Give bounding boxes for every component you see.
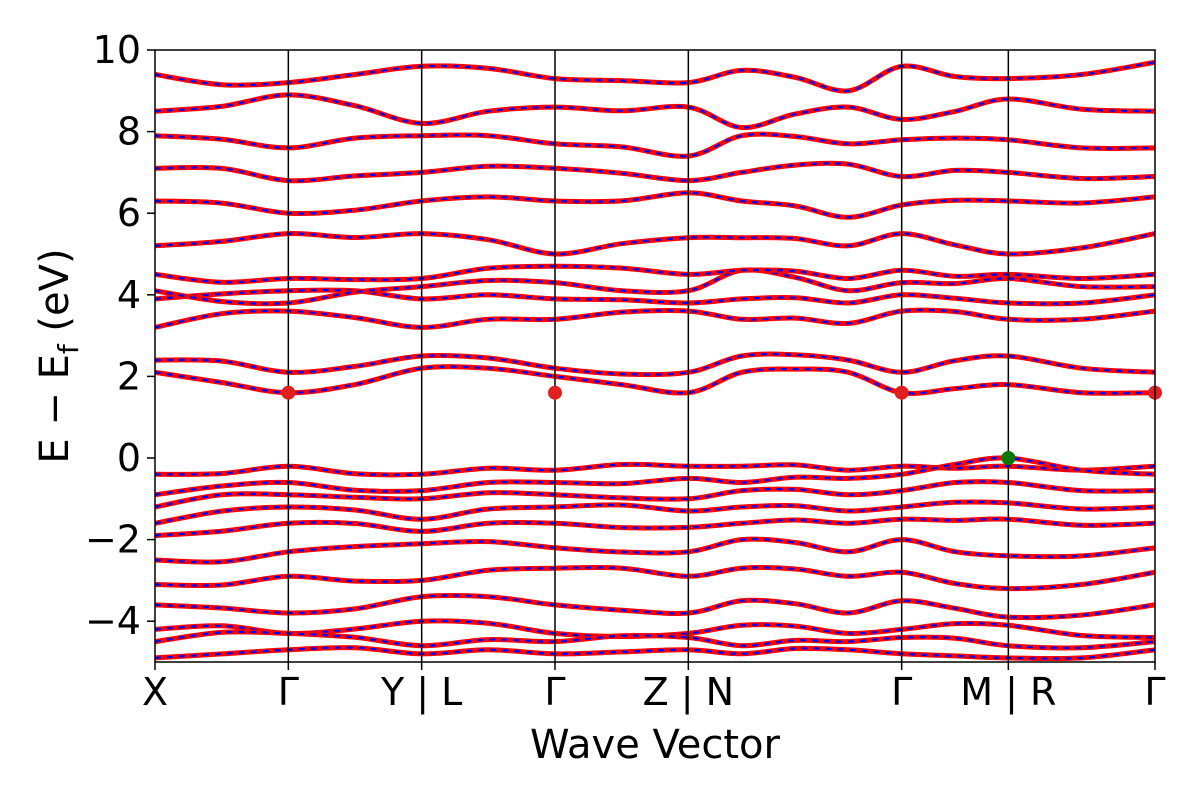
band-line-blue <box>155 630 1155 650</box>
band-line-blue <box>155 133 1155 158</box>
x-tick-label: Z | N <box>643 670 734 715</box>
y-tick-label: −2 <box>85 518 141 562</box>
band-edge-markers <box>281 385 1162 465</box>
band-line-blue <box>155 93 1155 129</box>
band-line-blue <box>155 594 1155 619</box>
band-line-blue <box>155 162 1155 182</box>
y-axis-title: E − Ef (eV) <box>32 248 85 463</box>
cbm-marker <box>548 385 562 400</box>
band-line-blue <box>155 646 1155 660</box>
y-tick-label: −4 <box>85 599 141 643</box>
band-line-blue <box>155 232 1155 256</box>
plot-frame <box>154 49 1156 663</box>
y-axis-title-unit: (eV) <box>32 248 78 344</box>
band-line-blue <box>155 566 1155 590</box>
x-tick-label: M | R <box>960 670 1056 715</box>
band-line-blue <box>155 480 1155 509</box>
band-line-blue <box>155 463 1155 476</box>
x-tick-label: Γ <box>278 670 299 714</box>
y-tick-label: 0 <box>117 436 141 480</box>
band-line-blue <box>155 61 1155 92</box>
cbm-marker <box>894 385 909 400</box>
band-line-blue <box>155 517 1155 537</box>
x-tick-label: Y | L <box>380 670 462 715</box>
x-tick-label: Γ <box>544 670 565 714</box>
x-axis-title: Wave Vector <box>530 722 781 768</box>
x-tick-label: X <box>142 670 168 714</box>
x-tick-label: Γ <box>1144 670 1165 714</box>
y-tick-label: 10 <box>93 28 141 72</box>
band-line-blue <box>155 537 1155 564</box>
y-tick-label: 4 <box>117 273 141 317</box>
vbm-marker <box>1001 451 1016 465</box>
band-line-blue <box>155 352 1155 376</box>
bands-layer <box>155 59 1155 662</box>
band-line-blue <box>155 500 1155 525</box>
band-line-red <box>155 267 1155 307</box>
y-tick-label: 8 <box>117 110 141 154</box>
y-tick-label: 6 <box>117 191 141 235</box>
high-symmetry-lines <box>287 50 1010 662</box>
y-axis-title-subscript: f <box>52 343 85 354</box>
x-tick-label: Γ <box>891 670 912 714</box>
y-tick-label: 2 <box>117 354 141 398</box>
cbm-marker <box>281 385 296 400</box>
band-line-blue <box>155 456 1155 496</box>
band-line-blue <box>155 191 1155 219</box>
y-axis-title-main: E − E <box>32 354 78 464</box>
band-line-blue <box>155 288 1155 305</box>
x-axis: X Γ Y | L Γ Z | N Γ M | R Γ <box>142 662 1166 715</box>
band-line-red <box>155 307 1155 330</box>
y-axis: 10 8 6 4 2 0 −2 −4 <box>85 28 155 643</box>
band-line-blue <box>155 365 1155 395</box>
band-line-blue <box>155 265 1155 284</box>
